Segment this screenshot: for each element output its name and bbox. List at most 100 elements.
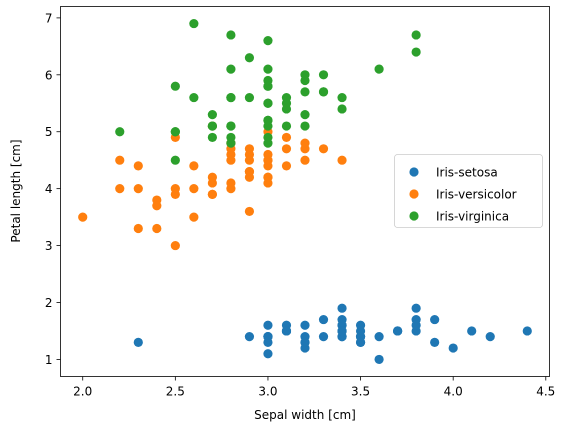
point-series-2 — [281, 121, 292, 131]
point-series-1 — [337, 155, 347, 165]
y-tick-label: 4 — [45, 182, 53, 196]
point-series-1 — [170, 184, 180, 194]
point-series-1 — [226, 155, 236, 165]
point-series-0 — [467, 326, 477, 336]
point-series-2 — [263, 81, 273, 91]
point-series-2 — [337, 104, 347, 114]
point-series-0 — [318, 314, 329, 325]
x-tick-label: 2.0 — [73, 385, 92, 399]
legend: Iris-setosa Iris-versicolor Iris-virginica — [394, 154, 543, 228]
point-series-1 — [281, 144, 292, 154]
point-series-1 — [244, 206, 255, 217]
point-series-0 — [393, 326, 403, 336]
point-series-0 — [244, 332, 255, 342]
point-series-0 — [355, 320, 366, 330]
point-series-2 — [374, 64, 384, 74]
point-series-2 — [170, 127, 180, 137]
x-tick-label: 2.5 — [166, 385, 185, 399]
point-series-0 — [522, 326, 532, 336]
point-series-1 — [170, 240, 180, 251]
point-series-0 — [300, 332, 310, 342]
point-series-2 — [263, 36, 273, 46]
point-series-1 — [263, 149, 273, 160]
point-series-2 — [318, 70, 329, 80]
point-series-0 — [374, 332, 384, 342]
point-series-1 — [115, 184, 125, 194]
point-series-1 — [244, 144, 255, 154]
point-series-2 — [263, 121, 273, 131]
point-series-1 — [115, 155, 125, 165]
y-tick-label: 7 — [45, 11, 53, 25]
point-series-2 — [170, 81, 180, 91]
point-series-2 — [189, 92, 199, 103]
point-series-0 — [430, 337, 440, 347]
point-series-2 — [263, 138, 273, 148]
point-series-1 — [152, 201, 162, 211]
y-tick-label: 3 — [45, 239, 53, 253]
point-series-2 — [226, 138, 236, 148]
point-series-0 — [411, 320, 421, 330]
point-series-1 — [78, 212, 88, 222]
y-axis-label: Petal length [cm] — [9, 139, 23, 242]
point-series-0 — [374, 354, 384, 365]
point-series-0 — [485, 332, 495, 342]
point-series-2 — [411, 30, 421, 40]
point-series-2 — [207, 132, 217, 143]
plot-frame — [60, 6, 550, 377]
point-series-0 — [411, 303, 421, 313]
x-tick-label: 4.5 — [536, 385, 555, 399]
x-tick-label: 3.5 — [351, 385, 370, 399]
point-series-2 — [226, 121, 236, 131]
point-series-0 — [337, 303, 347, 313]
point-series-2 — [226, 92, 236, 103]
point-series-1 — [189, 184, 199, 194]
point-series-2 — [244, 92, 255, 103]
legend-marker — [409, 167, 419, 177]
x-axis-ticks: 2.0 2.5 3.0 3.5 4.0 4.5 — [73, 376, 555, 399]
point-series-1 — [244, 166, 255, 177]
x-tick-label: 3.0 — [258, 385, 277, 399]
point-series-2 — [300, 75, 310, 86]
point-series-2 — [337, 92, 347, 103]
legend-label: Iris-versicolor — [436, 188, 517, 202]
point-series-1 — [133, 223, 143, 234]
point-series-1 — [189, 212, 199, 222]
point-series-1 — [318, 144, 329, 154]
point-series-2 — [115, 127, 125, 137]
point-series-2 — [281, 92, 292, 103]
point-series-0 — [355, 337, 366, 347]
point-series-1 — [207, 189, 217, 199]
point-series-2 — [226, 30, 236, 40]
point-series-2 — [263, 64, 273, 74]
point-series-0 — [448, 343, 458, 353]
point-series-1 — [189, 161, 199, 171]
point-series-2 — [226, 64, 236, 74]
y-tick-label: 1 — [45, 353, 53, 367]
point-series-1 — [263, 172, 273, 182]
point-series-2 — [318, 87, 329, 97]
legend-label: Iris-virginica — [436, 210, 509, 224]
y-axis-ticks: 1 2 3 4 5 6 7 — [45, 11, 61, 367]
point-series-1 — [281, 161, 292, 171]
y-tick-label: 2 — [45, 296, 53, 310]
point-series-1 — [207, 172, 217, 182]
point-series-1 — [133, 184, 143, 194]
legend-label: Iris-setosa — [436, 166, 498, 180]
point-series-0 — [263, 332, 273, 342]
point-series-0 — [300, 320, 310, 330]
point-series-2 — [244, 53, 255, 63]
point-series-1 — [281, 132, 292, 143]
point-series-2 — [411, 47, 421, 57]
point-series-1 — [244, 155, 255, 165]
point-series-2 — [300, 110, 310, 120]
y-tick-label: 5 — [45, 125, 53, 139]
point-series-2 — [207, 110, 217, 120]
point-series-2 — [189, 18, 199, 29]
point-series-1 — [133, 161, 143, 171]
points-layer — [78, 18, 532, 365]
legend-marker — [409, 211, 419, 221]
legend-frame — [394, 154, 543, 228]
point-series-1 — [300, 138, 310, 148]
point-series-1 — [300, 155, 310, 165]
point-series-0 — [337, 326, 347, 336]
